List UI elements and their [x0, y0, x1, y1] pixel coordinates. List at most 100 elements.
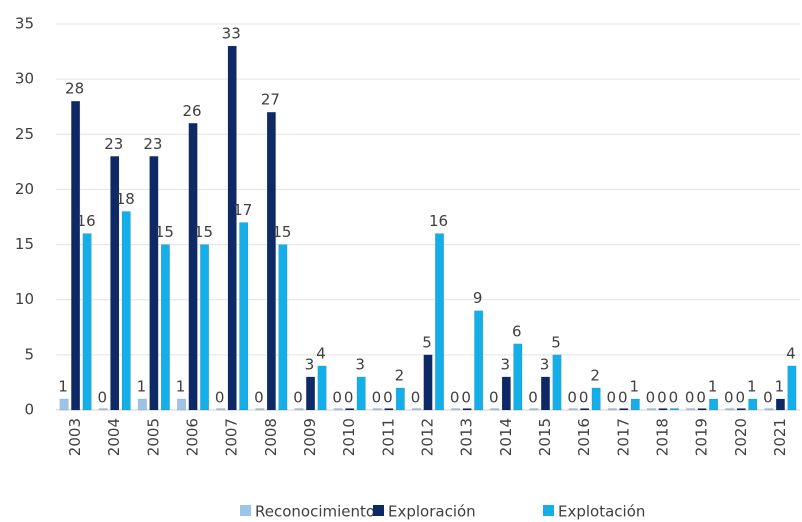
bar	[356, 376, 366, 411]
bar	[709, 398, 719, 411]
bar	[59, 398, 69, 411]
data-label: 0	[763, 389, 773, 407]
data-label: 15	[272, 223, 291, 241]
x-tick-label: 2007	[223, 418, 241, 456]
bar	[451, 408, 461, 411]
bar	[697, 408, 707, 411]
bar	[98, 408, 108, 411]
bar	[149, 156, 159, 411]
bar	[474, 310, 484, 411]
x-tick-label: 2014	[497, 418, 515, 456]
x-tick-label: 2019	[693, 418, 711, 456]
data-label: 1	[747, 377, 757, 395]
bar	[630, 398, 640, 411]
data-label: 0	[332, 389, 342, 407]
data-label: 23	[143, 135, 162, 153]
data-label: 0	[567, 389, 577, 407]
data-label: 0	[735, 389, 745, 407]
x-tick-label: 2018	[653, 418, 671, 456]
data-label: 26	[183, 102, 202, 120]
data-label: 0	[215, 389, 225, 407]
data-label: 0	[411, 389, 421, 407]
bar	[227, 45, 237, 411]
data-label: 18	[116, 190, 135, 208]
data-label: 0	[97, 389, 107, 407]
data-label: 0	[528, 389, 538, 407]
y-tick-label: 5	[24, 345, 34, 363]
x-tick-label: 2009	[301, 418, 319, 456]
data-label: 0	[293, 389, 303, 407]
bar	[395, 387, 405, 411]
data-label: 0	[646, 389, 656, 407]
data-label: 16	[429, 212, 448, 230]
bar	[669, 408, 679, 411]
bar	[372, 408, 382, 411]
data-label: 1	[775, 377, 785, 395]
bar	[384, 408, 394, 411]
bar	[121, 211, 131, 411]
bar	[748, 398, 758, 411]
data-label: 1	[176, 377, 186, 395]
data-label: 0	[344, 389, 354, 407]
bar	[764, 408, 774, 411]
x-tick-label: 2012	[419, 418, 437, 456]
data-label: 16	[77, 212, 96, 230]
bar	[177, 398, 187, 411]
data-label: 28	[65, 80, 84, 98]
bar	[333, 408, 343, 411]
bar	[266, 111, 276, 411]
bar	[71, 100, 81, 411]
data-label: 23	[104, 135, 123, 153]
bar	[591, 387, 601, 411]
bar	[200, 244, 210, 411]
x-tick-label: 2006	[184, 418, 202, 456]
y-tick-label: 35	[15, 15, 34, 33]
data-label: 3	[540, 355, 550, 373]
x-tick-label: 2013	[458, 418, 476, 456]
bar	[435, 233, 444, 411]
bar	[188, 123, 198, 411]
bar	[552, 354, 562, 411]
data-label: 0	[450, 389, 460, 407]
bar	[462, 408, 472, 411]
data-label: 0	[685, 389, 695, 407]
bar	[619, 408, 629, 411]
data-label: 27	[261, 91, 280, 109]
data-label: 1	[630, 377, 640, 395]
legend-swatch	[373, 505, 384, 516]
data-label: 33	[222, 25, 241, 43]
data-label: 3	[305, 355, 315, 373]
legend-swatch	[240, 505, 251, 516]
bar	[345, 408, 355, 411]
data-label: 2	[395, 366, 405, 384]
data-label: 15	[194, 223, 213, 241]
data-label: 15	[155, 223, 174, 241]
bar	[607, 408, 617, 411]
bar	[137, 398, 147, 411]
bar	[658, 408, 668, 411]
bar	[540, 376, 550, 411]
bar	[423, 354, 433, 411]
legend-swatch	[543, 505, 554, 516]
bar	[501, 376, 511, 411]
y-tick-label: 0	[24, 401, 34, 419]
data-label: 17	[233, 201, 252, 219]
data-label: 0	[696, 389, 706, 407]
y-tick-label: 10	[15, 290, 34, 308]
data-label: 0	[372, 389, 382, 407]
x-tick-label: 2005	[144, 418, 162, 456]
data-label: 0	[657, 389, 667, 407]
bar	[160, 244, 170, 411]
bar	[317, 365, 327, 411]
data-label: 9	[473, 289, 483, 307]
bar	[490, 408, 500, 411]
data-label: 1	[58, 377, 68, 395]
y-tick-label: 15	[15, 235, 34, 253]
bar	[255, 408, 265, 411]
bar	[294, 408, 304, 411]
bar	[110, 156, 120, 411]
x-tick-label: 2020	[732, 418, 750, 456]
bar	[278, 244, 288, 411]
data-label: 1	[137, 377, 147, 395]
